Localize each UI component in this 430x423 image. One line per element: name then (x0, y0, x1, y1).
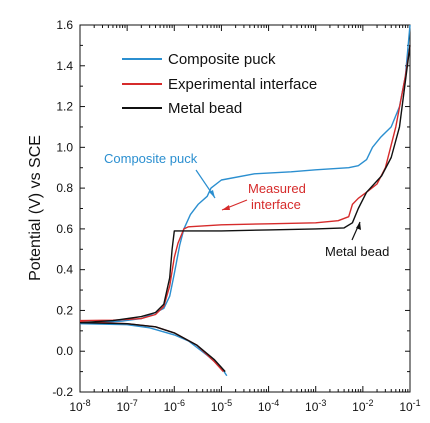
x-tick-label: 10-7 (116, 398, 137, 414)
annotations: Composite puck Measured interface Metal … (104, 151, 389, 259)
y-tick-label: 0.2 (56, 303, 73, 317)
x-tick-label: 10-5 (211, 398, 232, 414)
y-tick-label: 0.4 (56, 263, 73, 277)
y-tick-label: 0.6 (56, 222, 73, 236)
y-tick-label: 0.8 (56, 181, 73, 195)
legend-label-experimental-interface: Experimental interface (168, 76, 317, 93)
legend-label-composite-puck: Composite puck (168, 51, 276, 68)
y-tick-label: 1.4 (56, 59, 73, 73)
series-line-composite-puck-anodic (79, 24, 411, 324)
y-axis-title: Potential (V) vs SCE (27, 135, 44, 281)
legend: Composite puck Experimental interface Me… (122, 51, 317, 117)
x-tick-label: 10-6 (164, 398, 185, 414)
series-line-experimental-interface-cathodic (79, 321, 224, 373)
y-tick-label: 1.0 (56, 140, 73, 154)
series-line-composite-puck-cathodic (79, 323, 228, 377)
annotation-interface: interface (251, 197, 301, 212)
y-tick-label: 1.6 (56, 18, 73, 32)
x-tick-label: 10-1 (399, 398, 420, 414)
x-tick-label: 10-8 (69, 398, 90, 414)
annotation-arrowhead-measured-interface (222, 205, 230, 210)
series-layer (79, 24, 411, 377)
series-line-metal-bead-anodic (79, 45, 411, 324)
annotation-composite-puck: Composite puck (104, 151, 198, 166)
x-tick-label: 10-3 (305, 398, 326, 414)
y-tick-label: -0.2 (52, 385, 73, 399)
annotation-arrowhead-metal-bead (356, 222, 361, 230)
y-tick-label: 0.0 (56, 344, 73, 358)
y-tick-label: 1.2 (56, 100, 73, 114)
x-tick-label: 10-2 (352, 398, 373, 414)
y-axis-ticks: -0.2 0.0 0.2 0.4 0.6 0.8 1.0 1.2 1.4 1.6 (52, 18, 410, 399)
x-tick-label: 10-4 (258, 398, 279, 414)
series-line-metal-bead-cathodic (79, 322, 226, 373)
annotation-arrowhead-composite-puck (209, 190, 215, 198)
annotation-metal-bead: Metal bead (325, 244, 389, 259)
legend-label-metal-bead: Metal bead (168, 100, 242, 117)
annotation-measured: Measured (248, 181, 306, 196)
